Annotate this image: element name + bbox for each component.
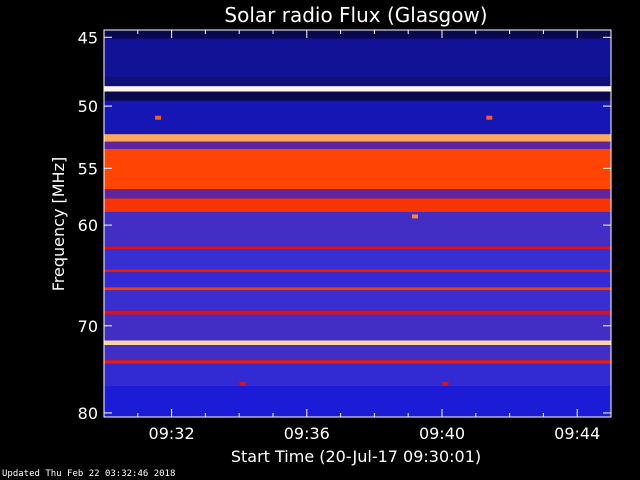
spectrum-band-10 bbox=[104, 198, 611, 212]
x-tick-label-2: 09:40 bbox=[419, 424, 465, 443]
spectrum-band-13 bbox=[104, 249, 611, 270]
plot-area bbox=[104, 30, 611, 417]
y-tick-label-1: 50 bbox=[78, 97, 98, 116]
burst-spot-2 bbox=[412, 214, 418, 219]
chart-title: Solar radio Flux (Glasgow) bbox=[224, 3, 487, 27]
spectrum-band-14 bbox=[104, 269, 611, 273]
y-tick-label-4: 70 bbox=[78, 317, 98, 336]
spectrum-band-23 bbox=[104, 363, 611, 387]
plot-frame bbox=[103, 29, 612, 418]
spectrum-band-20 bbox=[104, 340, 611, 345]
x-tick-label-3: 09:44 bbox=[554, 424, 600, 443]
spectrum-band-24 bbox=[104, 386, 611, 417]
burst-spot-4 bbox=[442, 381, 449, 386]
y-tick-label-2: 55 bbox=[78, 159, 98, 178]
x-tick-label-0: 09:32 bbox=[149, 424, 195, 443]
spectrum-band-19 bbox=[104, 314, 611, 341]
spectrum-band-9 bbox=[104, 189, 611, 199]
updated-timestamp: Updated Thu Feb 22 03:32:46 2018 bbox=[2, 469, 176, 479]
spectrum-band-15 bbox=[104, 272, 611, 288]
burst-spot-0 bbox=[155, 115, 162, 120]
spectrum-band-1 bbox=[104, 38, 611, 77]
burst-spot-3 bbox=[239, 381, 246, 386]
spectrum-band-6 bbox=[104, 134, 611, 142]
spectrum-band-12 bbox=[104, 246, 611, 250]
spectrum-band-21 bbox=[104, 345, 611, 361]
x-tick-label-1: 09:36 bbox=[284, 424, 330, 443]
y-tick-label-3: 60 bbox=[78, 216, 98, 235]
burst-spot-1 bbox=[486, 115, 493, 120]
spectrum-band-7 bbox=[104, 141, 611, 150]
spectrum-band-22 bbox=[104, 360, 611, 364]
spectrum-band-11 bbox=[104, 211, 611, 247]
x-axis-label: Start Time (20-Jul-17 09:30:01) bbox=[231, 447, 481, 466]
spectrum-band-4 bbox=[104, 91, 611, 101]
y-tick-label-5: 80 bbox=[78, 404, 98, 423]
spectrum-band-17 bbox=[104, 290, 611, 311]
spectrum-band-5 bbox=[104, 100, 611, 135]
spectrum-band-16 bbox=[104, 287, 611, 291]
spectrum-band-2 bbox=[104, 76, 611, 87]
y-tick-label-0: 45 bbox=[78, 28, 98, 47]
spectrum-band-0 bbox=[104, 30, 611, 39]
spectrum-band-3 bbox=[104, 86, 611, 92]
axes: 45 50 55 60 70 80 09:32 09:36 09:40 09:44 bbox=[78, 28, 612, 443]
spectrum-band-18 bbox=[104, 310, 611, 315]
y-axis-label: Frequency [MHz] bbox=[49, 157, 68, 291]
spectrum-band-8 bbox=[104, 149, 611, 190]
